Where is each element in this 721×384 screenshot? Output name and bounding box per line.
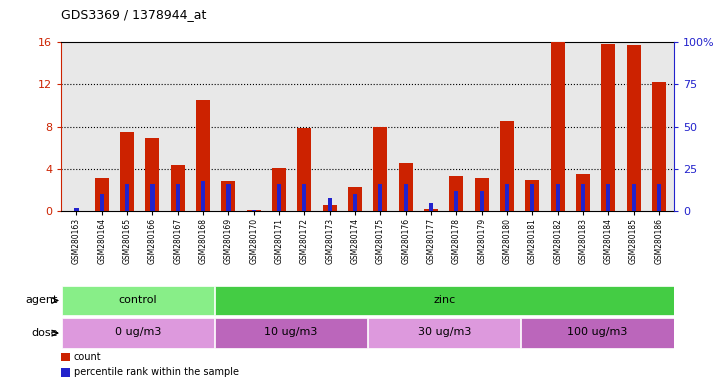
Bar <box>601 44 615 211</box>
Bar <box>201 181 205 211</box>
Bar <box>652 83 666 211</box>
Text: 0 ug/m3: 0 ug/m3 <box>115 328 161 338</box>
Bar <box>62 318 214 348</box>
Text: count: count <box>74 352 102 362</box>
Bar <box>120 132 134 211</box>
Bar <box>176 184 180 211</box>
Bar <box>252 210 256 211</box>
Bar <box>226 184 231 211</box>
Bar <box>302 184 306 211</box>
Bar <box>368 318 521 348</box>
Bar <box>404 184 408 211</box>
Bar <box>505 184 509 211</box>
Bar <box>298 128 311 211</box>
Bar <box>576 174 590 211</box>
Bar <box>151 184 154 211</box>
Bar <box>373 127 387 211</box>
Bar <box>272 168 286 211</box>
Bar <box>551 42 565 211</box>
Bar <box>196 100 210 211</box>
Bar <box>171 165 185 211</box>
Bar <box>500 121 514 211</box>
Bar <box>327 198 332 211</box>
Bar <box>323 205 337 211</box>
Bar <box>606 184 611 211</box>
Text: control: control <box>118 295 157 305</box>
Bar <box>62 286 214 315</box>
Bar <box>379 184 382 211</box>
Bar <box>429 203 433 211</box>
Text: zinc: zinc <box>433 295 456 305</box>
Bar <box>657 184 661 211</box>
Text: dose: dose <box>31 328 58 338</box>
Bar <box>479 191 484 211</box>
Bar <box>74 208 79 211</box>
Bar <box>221 180 235 211</box>
Bar <box>215 318 367 348</box>
Bar <box>215 286 673 315</box>
Bar <box>99 194 104 211</box>
Bar <box>277 184 281 211</box>
Text: 100 ug/m3: 100 ug/m3 <box>567 328 628 338</box>
Text: percentile rank within the sample: percentile rank within the sample <box>74 367 239 377</box>
Bar <box>521 318 673 348</box>
Bar <box>424 209 438 211</box>
Bar <box>556 184 559 211</box>
Text: 30 ug/m3: 30 ug/m3 <box>417 328 471 338</box>
Bar <box>146 138 159 211</box>
Bar <box>474 179 489 211</box>
Bar <box>454 191 459 211</box>
Bar <box>353 194 357 211</box>
Text: GDS3369 / 1378944_at: GDS3369 / 1378944_at <box>61 8 207 21</box>
Text: 10 ug/m3: 10 ug/m3 <box>265 328 318 338</box>
Bar <box>399 163 412 211</box>
Bar <box>61 368 71 377</box>
Bar <box>530 184 534 211</box>
Bar <box>526 180 539 211</box>
Bar <box>581 184 585 211</box>
Bar <box>95 179 109 211</box>
Bar <box>449 176 464 211</box>
Bar <box>247 210 261 211</box>
Text: agent: agent <box>25 295 58 306</box>
Bar <box>61 353 71 361</box>
Bar <box>125 184 129 211</box>
Bar <box>348 187 362 211</box>
Bar <box>627 45 640 211</box>
Bar <box>632 184 636 211</box>
